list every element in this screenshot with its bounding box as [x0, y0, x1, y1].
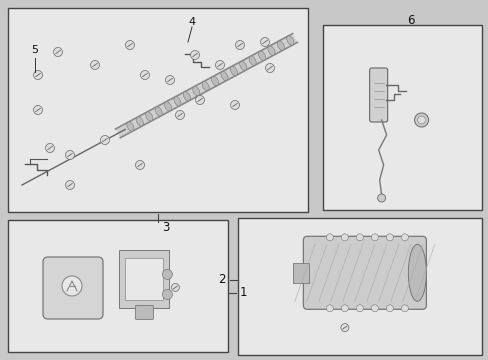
Circle shape: [325, 234, 333, 241]
Circle shape: [165, 76, 174, 85]
Ellipse shape: [174, 97, 181, 106]
FancyBboxPatch shape: [125, 258, 163, 300]
Circle shape: [386, 234, 392, 241]
Text: 6: 6: [406, 13, 413, 27]
Circle shape: [325, 305, 333, 312]
Text: 4: 4: [188, 17, 195, 27]
Ellipse shape: [239, 61, 246, 71]
Circle shape: [230, 100, 239, 109]
Circle shape: [341, 234, 347, 241]
Circle shape: [414, 113, 427, 127]
FancyBboxPatch shape: [293, 263, 309, 283]
Circle shape: [401, 234, 407, 241]
Circle shape: [195, 95, 204, 104]
Ellipse shape: [221, 71, 227, 81]
Ellipse shape: [126, 122, 134, 131]
Circle shape: [190, 50, 199, 59]
Ellipse shape: [230, 66, 237, 76]
Circle shape: [265, 63, 274, 72]
Ellipse shape: [248, 56, 256, 66]
Circle shape: [386, 305, 392, 312]
FancyBboxPatch shape: [119, 251, 169, 309]
Ellipse shape: [407, 244, 426, 301]
Circle shape: [175, 111, 184, 120]
Ellipse shape: [258, 51, 265, 60]
Ellipse shape: [202, 81, 209, 91]
Ellipse shape: [192, 86, 200, 96]
Ellipse shape: [211, 76, 218, 86]
Circle shape: [90, 60, 99, 69]
Ellipse shape: [145, 112, 152, 121]
Circle shape: [34, 105, 42, 114]
Circle shape: [370, 305, 378, 312]
Circle shape: [65, 150, 74, 159]
Circle shape: [260, 37, 269, 46]
Ellipse shape: [267, 46, 274, 55]
Text: 1: 1: [240, 286, 247, 299]
Circle shape: [34, 71, 42, 80]
Circle shape: [62, 276, 82, 296]
Bar: [8, 220, 227, 352]
Ellipse shape: [277, 41, 284, 50]
Ellipse shape: [286, 36, 293, 45]
Circle shape: [356, 305, 363, 312]
Ellipse shape: [136, 117, 143, 126]
Circle shape: [171, 283, 179, 291]
FancyBboxPatch shape: [303, 236, 426, 309]
FancyBboxPatch shape: [135, 305, 153, 319]
Circle shape: [125, 40, 134, 49]
Circle shape: [135, 161, 144, 170]
Circle shape: [45, 144, 54, 153]
Circle shape: [370, 234, 378, 241]
Circle shape: [417, 116, 425, 124]
Circle shape: [356, 234, 363, 241]
Circle shape: [162, 269, 172, 279]
FancyBboxPatch shape: [369, 68, 387, 122]
Bar: [323, 25, 481, 210]
Circle shape: [53, 48, 62, 57]
Circle shape: [65, 180, 74, 189]
Circle shape: [377, 194, 385, 202]
Ellipse shape: [155, 107, 162, 116]
Bar: [8, 8, 307, 212]
Ellipse shape: [164, 102, 171, 111]
Circle shape: [140, 71, 149, 80]
Bar: [238, 218, 481, 355]
Circle shape: [101, 135, 109, 144]
Ellipse shape: [183, 91, 190, 101]
Circle shape: [401, 305, 407, 312]
Polygon shape: [115, 33, 297, 138]
FancyBboxPatch shape: [43, 257, 103, 319]
Circle shape: [162, 289, 172, 300]
Text: 5: 5: [31, 45, 39, 55]
Circle shape: [215, 60, 224, 69]
Circle shape: [341, 305, 347, 312]
Circle shape: [340, 324, 348, 332]
Text: 2: 2: [218, 273, 225, 286]
Circle shape: [235, 40, 244, 49]
Text: 3: 3: [162, 221, 169, 234]
